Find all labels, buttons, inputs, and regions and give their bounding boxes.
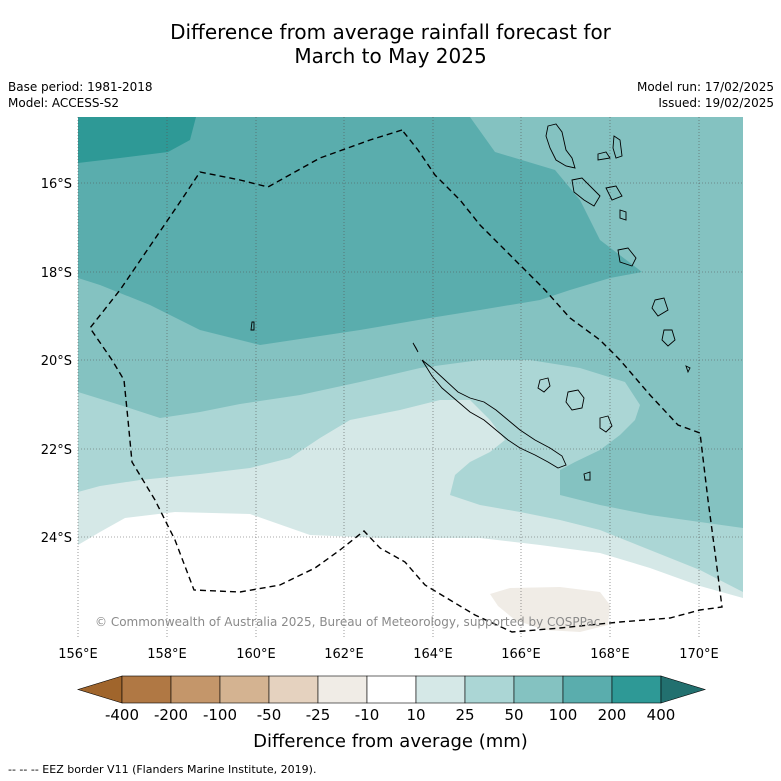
colorbar-segment	[268, 675, 319, 704]
model-name: Model: ACCESS-S2	[8, 96, 120, 110]
lon-label: 170°E	[679, 647, 719, 662]
colorbar-extend-low	[76, 675, 123, 704]
colorbar-tick-label: 100	[549, 706, 578, 724]
lat-label: 24°S	[41, 531, 72, 546]
colorbar-tick-label: -50	[257, 706, 282, 724]
colorbar-segment	[562, 675, 613, 704]
colorbar-segment	[415, 675, 466, 704]
eez-legend-note: -- -- -- EEZ border V11 (Flanders Marine…	[8, 763, 317, 776]
colorbar-tick-label: 10	[406, 706, 425, 724]
contour-fills	[78, 117, 743, 639]
lat-label: 22°S	[41, 443, 72, 458]
lon-label: 164°E	[413, 647, 453, 662]
colorbar-tick-label: -25	[306, 706, 331, 724]
lat-label: 20°S	[41, 354, 72, 369]
colorbar-segment	[611, 675, 662, 704]
fill-dry-patch	[490, 587, 610, 632]
graticule	[77, 117, 743, 639]
colorbar-tick-label: -400	[105, 706, 139, 724]
colorbar-segment	[121, 675, 172, 704]
lon-label: 156°E	[58, 647, 98, 662]
longitude-labels: 156°E 158°E 160°E 162°E 164°E 166°E 168°…	[58, 647, 719, 662]
lon-label: 166°E	[501, 647, 541, 662]
model-run: Model run: 17/02/2025	[636, 80, 774, 94]
colorbar-segment	[219, 675, 270, 704]
lon-label: 162°E	[324, 647, 364, 662]
lon-label: 158°E	[147, 647, 187, 662]
colorbar-tick-label: -100	[203, 706, 237, 724]
map-title-line2: March to May 2025	[294, 44, 487, 68]
colorbar-extend-high	[660, 675, 707, 704]
colorbar-tick-label: -200	[154, 706, 188, 724]
colorbar-tick-label: 50	[504, 706, 523, 724]
base-period: Base period: 1981-2018	[8, 80, 153, 94]
colorbar: -400 -200 -100 -50 -25 -10 10 25 50 100 200 400	[76, 675, 707, 724]
colorbar-tick-label: -10	[355, 706, 380, 724]
colorbar-segment	[170, 675, 221, 704]
copyright-notice: © Commonwealth of Australia 2025, Bureau…	[95, 615, 600, 629]
colorbar-segment	[317, 675, 368, 704]
lat-label: 18°S	[41, 266, 72, 281]
fill-200-400	[78, 117, 196, 163]
latitude-labels: 16°S 18°S 20°S 22°S 24°S	[41, 177, 72, 546]
colorbar-tick-label: 200	[598, 706, 627, 724]
colorbar-tick-label: 400	[647, 706, 676, 724]
issued-date: Issued: 19/02/2025	[658, 96, 774, 110]
fill-100-200	[78, 117, 642, 345]
coastlines	[250, 123, 691, 481]
lon-label: 160°E	[236, 647, 276, 662]
lat-label: 16°S	[41, 177, 72, 192]
colorbar-segment	[513, 675, 564, 704]
eez-border	[89, 129, 723, 633]
colorbar-segment	[464, 675, 515, 704]
lon-label: 168°E	[590, 647, 630, 662]
colorbar-title: Difference from average (mm)	[253, 731, 528, 752]
map-title-line1: Difference from average rainfall forecas…	[170, 20, 611, 44]
colorbar-segment	[366, 675, 417, 704]
colorbar-tick-label: 25	[455, 706, 474, 724]
